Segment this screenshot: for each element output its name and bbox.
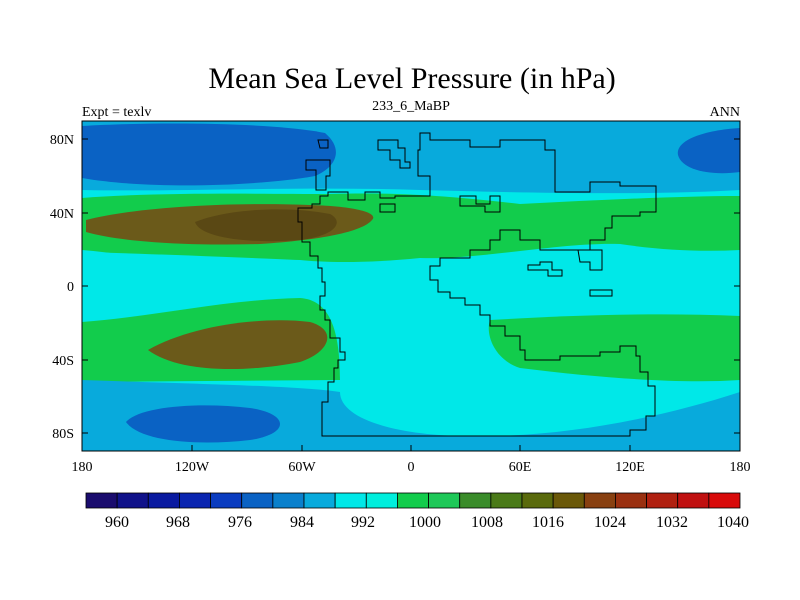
colorbar-swatch bbox=[85, 492, 118, 509]
colorbar-label: 984 bbox=[290, 514, 314, 531]
colorbar-label: 1024 bbox=[594, 514, 626, 531]
colorbar-label: 1008 bbox=[471, 514, 503, 531]
south-green-belt-east bbox=[488, 314, 740, 382]
colorbar-swatch bbox=[428, 492, 461, 509]
lat-label: 40S bbox=[52, 354, 74, 369]
colorbar-label: 976 bbox=[228, 514, 252, 531]
axis-ticks bbox=[81, 138, 741, 451]
colorbar-swatch bbox=[179, 492, 211, 509]
colorbar-label: 1016 bbox=[532, 514, 564, 531]
lon-label: 60E bbox=[509, 460, 532, 475]
south-olive-zone bbox=[148, 320, 328, 370]
west-equator-cyan bbox=[82, 250, 189, 322]
lat-label: 0 bbox=[67, 280, 74, 295]
north-low-west bbox=[82, 123, 336, 186]
experiment-label: Expt = texlv bbox=[82, 105, 151, 120]
colorbar-swatch bbox=[552, 492, 585, 509]
lon-label: 60W bbox=[288, 460, 316, 475]
lon-label: 180 bbox=[72, 460, 93, 475]
pressure-field bbox=[82, 121, 740, 451]
colorbar-swatch bbox=[708, 492, 741, 509]
colorbar-swatch bbox=[241, 492, 274, 509]
colorbar-swatch bbox=[116, 492, 149, 509]
lon-label: 120E bbox=[615, 460, 645, 475]
colorbar-swatch bbox=[521, 492, 554, 509]
colorbar-swatch bbox=[365, 492, 398, 509]
colorbar-label: 992 bbox=[351, 514, 375, 531]
colorbar-swatch bbox=[490, 492, 523, 509]
colorbar-label: 1000 bbox=[409, 514, 441, 531]
lon-label: 120W bbox=[175, 460, 210, 475]
colorbar-swatch bbox=[272, 492, 305, 509]
coast-greenland bbox=[377, 139, 411, 169]
colorbar-label: 1032 bbox=[656, 514, 688, 531]
north-low-east bbox=[677, 128, 740, 174]
colorbar-swatch bbox=[646, 492, 679, 509]
colorbar-swatch bbox=[583, 492, 616, 509]
coast-north-islands bbox=[305, 139, 331, 191]
colorbar-label: 960 bbox=[105, 514, 129, 531]
colorbar-label: 1040 bbox=[717, 514, 749, 531]
coast-east-islands bbox=[527, 249, 613, 297]
colorbar-swatch bbox=[303, 492, 336, 509]
map-title: Mean Sea Level Pressure (in hPa) bbox=[208, 62, 615, 95]
colorbar-swatch bbox=[615, 492, 647, 509]
colorbar-labels: 960 968 976 984 992 1000 1008 1016 1024 … bbox=[105, 514, 749, 531]
lat-labels: 80N 40N 0 40S 80S bbox=[50, 133, 74, 442]
coast-europe-inlets bbox=[379, 195, 501, 213]
lat-label: 40N bbox=[50, 207, 74, 222]
colorbar-swatch bbox=[677, 492, 710, 509]
coastlines bbox=[297, 132, 657, 437]
lat-label: 80S bbox=[52, 427, 74, 442]
colorbar-swatch bbox=[459, 492, 492, 509]
north-olive-core bbox=[195, 209, 337, 242]
colorbar-label: 968 bbox=[166, 514, 190, 531]
lon-label: 0 bbox=[408, 460, 415, 475]
time-label: 233_6_MaBP bbox=[372, 99, 450, 114]
lat-label: 80N bbox=[50, 133, 74, 148]
colorbar-swatch bbox=[397, 492, 429, 509]
south-low bbox=[126, 405, 280, 443]
season-label: ANN bbox=[710, 105, 740, 120]
lon-label: 180 bbox=[730, 460, 751, 475]
colorbar-swatch bbox=[147, 492, 180, 509]
colorbar-swatch bbox=[210, 492, 243, 509]
colorbar bbox=[85, 492, 741, 509]
lon-labels: 180 120W 60W 0 60E 120E 180 bbox=[72, 460, 751, 475]
colorbar-swatch bbox=[334, 492, 367, 509]
coast-main bbox=[297, 132, 657, 437]
